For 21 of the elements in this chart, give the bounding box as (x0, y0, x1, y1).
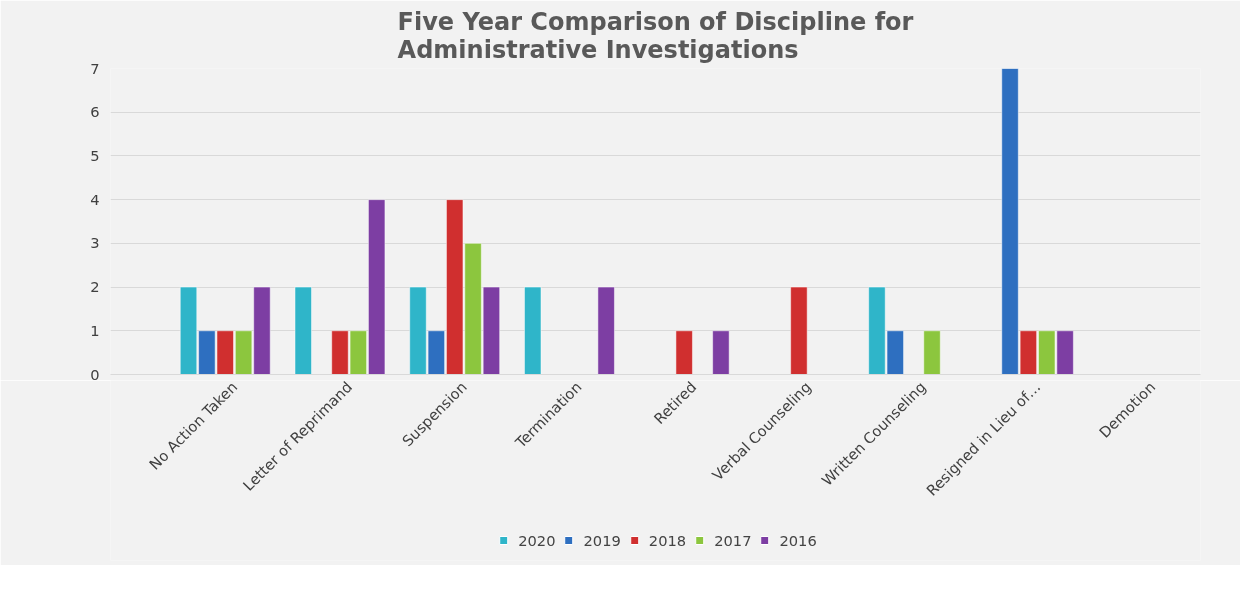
y-tick-label: 5 (90, 146, 100, 164)
y-tick-label: 4 (90, 190, 100, 208)
bar (790, 286, 808, 375)
legend-label: 2017 (714, 531, 752, 549)
bar (675, 330, 693, 375)
bar (597, 286, 615, 375)
y-tick-label: 1 (90, 321, 100, 339)
y-tick-label: 6 (90, 103, 100, 121)
chart-title: Five Year Comparison of Discipline for Administrative Investigations (397, 7, 914, 64)
legend-label: 2020 (518, 531, 556, 549)
legend-label: 2018 (648, 531, 687, 549)
legend-label: 2019 (583, 531, 621, 549)
bar (712, 330, 730, 375)
y-tick-label: 0 (90, 365, 100, 383)
bar (923, 330, 941, 375)
bar (524, 286, 542, 375)
y-tick-label: 2 (90, 278, 100, 296)
y-tick-label: 7 (90, 59, 100, 77)
bar (294, 286, 312, 375)
legend-label: 2016 (779, 531, 817, 549)
y-tick-label: 3 (90, 234, 100, 252)
